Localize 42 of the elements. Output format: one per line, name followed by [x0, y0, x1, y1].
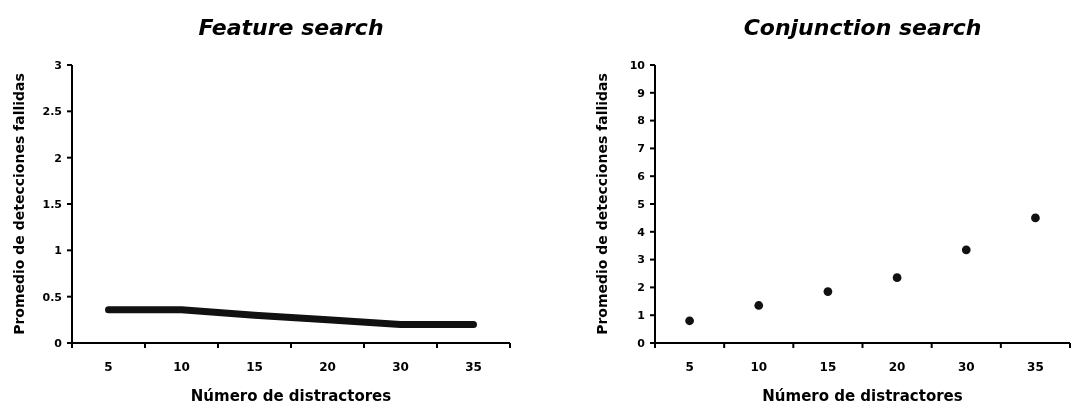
x-axis-title: Número de distractores [762, 387, 963, 405]
y-tick-label: 0.5 [42, 290, 62, 304]
x-tick-label: 5 [104, 360, 113, 374]
y-tick-label: 1.5 [42, 197, 62, 211]
point [823, 287, 833, 296]
y-tick-label: 0 [54, 336, 63, 350]
y-tick-label: 5 [637, 197, 645, 211]
x-tick-label: 10 [750, 360, 768, 374]
x-tick-label: 35 [1027, 360, 1044, 374]
chart-title: Conjunction search [743, 15, 982, 40]
y-tick-label: 3 [637, 253, 645, 267]
y-tick-label: 9 [637, 86, 645, 100]
x-tick-label: 30 [957, 360, 975, 374]
y-tick-label: 3 [54, 58, 62, 72]
x-tick-label: 5 [685, 360, 694, 374]
y-tick-label: 2 [54, 151, 62, 165]
y-tick-label: 4 [637, 225, 646, 239]
x-tick-label: 10 [173, 360, 190, 374]
x-tick-label: 20 [888, 360, 906, 374]
x-tick-label: 20 [319, 360, 336, 374]
chart-title: Feature search [198, 15, 384, 40]
y-axis-title: Promedio de detecciones fallidas [594, 73, 610, 335]
point [754, 301, 764, 310]
y-tick-label: 1 [54, 244, 62, 258]
y-tick-label: 2 [637, 281, 645, 295]
point [892, 273, 902, 283]
y-tick-label: 2.5 [42, 105, 62, 119]
point [961, 245, 971, 255]
x-tick-label: 15 [819, 360, 837, 374]
point [1031, 213, 1040, 223]
y-tick-label: 0 [637, 336, 646, 350]
y-tick-label: 6 [637, 170, 646, 184]
x-axis-title: Número de distractores [190, 387, 392, 405]
x-tick-label: 30 [392, 360, 409, 374]
y-tick-label: 8 [637, 114, 645, 128]
x-tick-label: 35 [465, 360, 482, 374]
x-tick-label: 15 [246, 360, 263, 374]
y-tick-label: 10 [629, 58, 646, 72]
point [685, 316, 694, 326]
y-tick-label: 1 [637, 309, 645, 323]
y-tick-label: 7 [637, 142, 645, 156]
y-axis-title: Promedio de detecciones fallidas [11, 73, 27, 335]
